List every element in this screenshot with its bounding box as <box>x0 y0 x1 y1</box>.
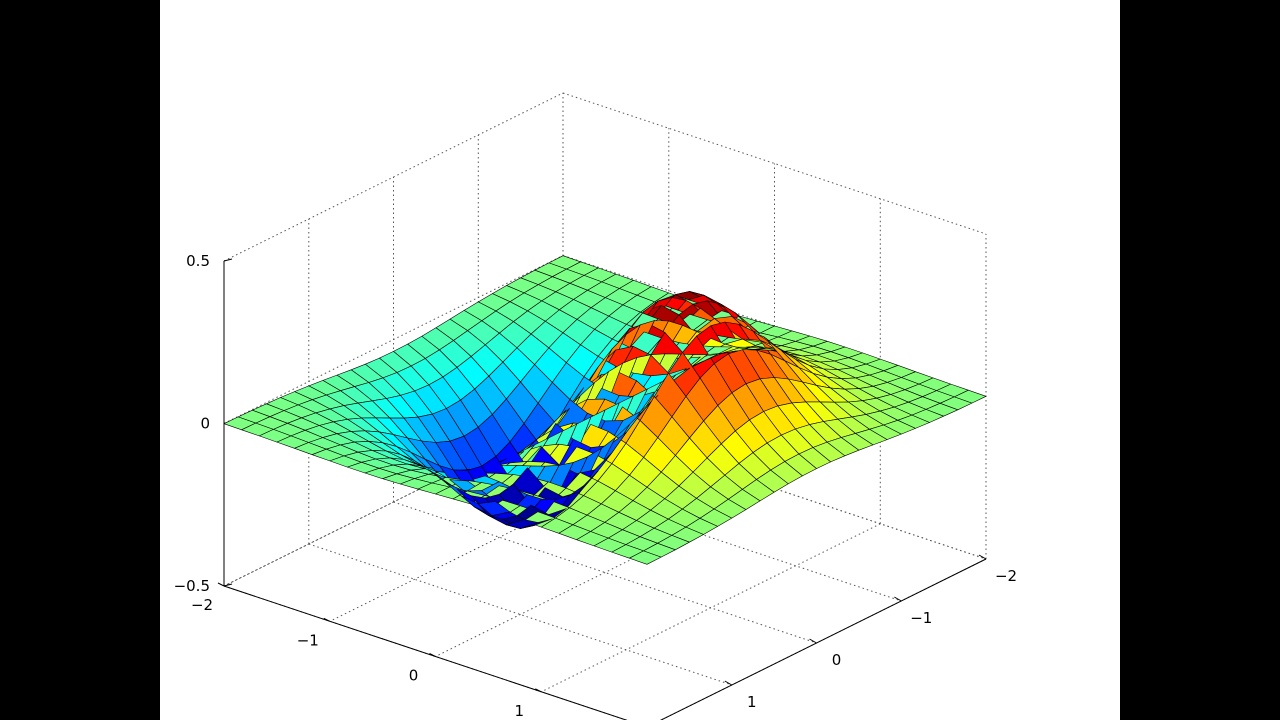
grid-line <box>223 92 564 262</box>
y-tick <box>724 680 733 686</box>
z-tick <box>223 583 233 587</box>
z-tick <box>223 258 233 262</box>
y-tick-label: −1 <box>910 609 932 627</box>
surface-patch <box>505 519 539 529</box>
x-axis-line <box>223 585 628 720</box>
y-tick <box>894 596 902 602</box>
tick-labels: −0.500.5−2−1012−2−1012 <box>174 252 1018 720</box>
surface-plot: −0.500.5−2−1012−2−1012 <box>174 92 1018 720</box>
x-tick-label: 1 <box>515 702 525 720</box>
y-tick <box>978 554 987 560</box>
surface-mesh <box>223 255 987 565</box>
x-tick <box>535 688 542 693</box>
grid-line <box>659 558 987 720</box>
z-tick-label: −0.5 <box>174 577 210 595</box>
figure-frame: −0.500.5−2−1012−2−1012 <box>160 0 1120 720</box>
y-axis-line <box>659 558 987 720</box>
x-tick-label: 0 <box>409 667 419 685</box>
grid-line <box>541 523 881 693</box>
x-tick-label: −1 <box>297 631 319 649</box>
x-tick <box>323 617 331 622</box>
grid-line <box>223 585 628 720</box>
y-tick <box>809 638 817 644</box>
y-tick-label: −2 <box>995 567 1017 585</box>
surface-patch <box>629 550 662 565</box>
x-tick-label: −2 <box>191 596 213 614</box>
x-tick <box>429 653 436 657</box>
grid-line <box>223 255 564 424</box>
x-tick <box>217 582 225 587</box>
y-tick-label: 1 <box>747 693 757 711</box>
z-tick-label: 0 <box>200 415 210 433</box>
z-tick-label: 0.5 <box>186 252 210 270</box>
y-tick-label: 0 <box>832 651 842 669</box>
